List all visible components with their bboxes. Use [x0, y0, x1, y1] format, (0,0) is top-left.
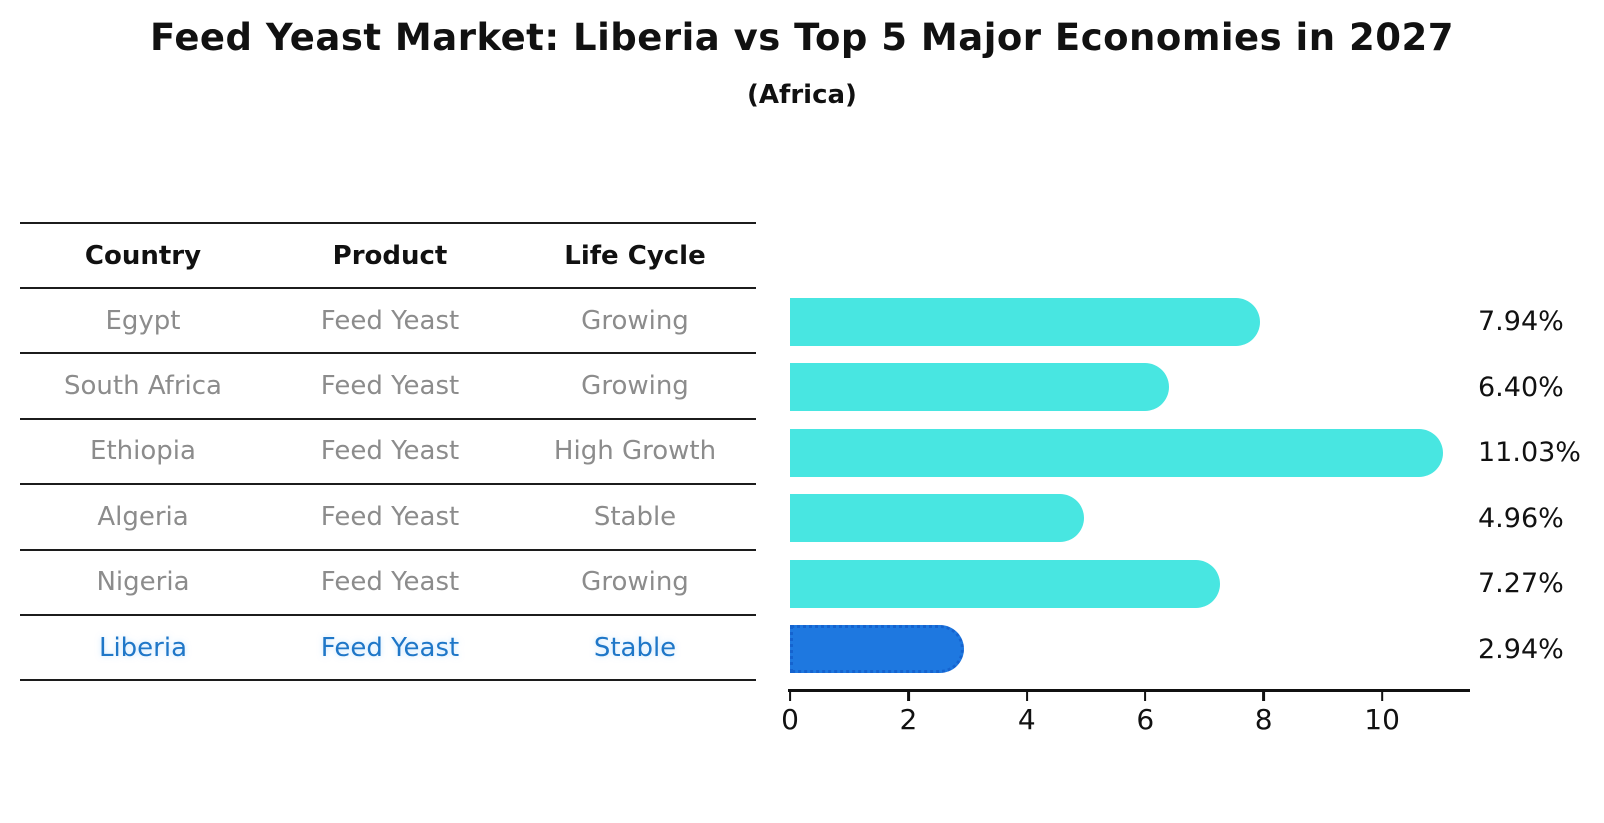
column-header-life-cycle: Life Cycle [564, 240, 706, 271]
x-axis-ticks: 0 2 4 6 8 10 [781, 692, 1468, 742]
column-header-product: Product [332, 240, 448, 271]
x-tick-6: 6 [1136, 692, 1154, 736]
table-row-nigeria: Nigeria Feed Yeast Growing [20, 551, 756, 616]
x-tick-0: 0 [781, 692, 799, 736]
cell-life-cycle: Growing [581, 305, 689, 336]
table-row-egypt: Egypt Feed Yeast Growing [20, 289, 756, 355]
bar-south-africa [790, 363, 1169, 411]
bar-ethiopia [790, 428, 1444, 477]
cell-life-cycle: Stable [593, 501, 677, 532]
table-row-ethiopia: Ethiopia Feed Yeast High Growth [20, 420, 756, 486]
x-tick-10: 10 [1364, 692, 1400, 736]
bar-row [790, 420, 1468, 486]
page-subtitle: (Africa) [747, 80, 857, 110]
value-label-south-africa: 6.40% [1478, 371, 1564, 403]
cell-life-cycle: Growing [581, 371, 689, 402]
table-row-algeria: Algeria Feed Yeast Stable [20, 485, 756, 551]
value-label-nigeria: 7.27% [1478, 568, 1564, 600]
table-row-liberia-highlighted: Liberia Feed Yeast Stable [20, 616, 756, 682]
bar-row [790, 551, 1468, 617]
table-row-south-africa: South Africa Feed Yeast Growing [20, 354, 756, 420]
bar-egypt [790, 297, 1261, 346]
cell-product: Feed Yeast [320, 371, 460, 402]
cell-country: South Africa [64, 371, 222, 402]
x-tick-8: 8 [1255, 692, 1273, 736]
tick-mark [1380, 692, 1384, 701]
bar-algeria [790, 494, 1084, 542]
value-label-algeria: 4.96% [1478, 502, 1564, 534]
cell-country: Ethiopia [90, 436, 196, 467]
x-tick-2: 2 [899, 692, 918, 736]
value-label-column: 7.94% 6.40% 11.03% 4.96% 7.27% 2.94% [1478, 289, 1604, 682]
bar-plot-area [790, 289, 1468, 682]
tick-mark [907, 692, 910, 701]
cell-country: Nigeria [96, 567, 190, 598]
cell-country: Algeria [97, 501, 189, 532]
cell-product: Feed Yeast [320, 567, 460, 598]
cell-country: Egypt [105, 305, 181, 336]
cell-product: Feed Yeast [320, 305, 460, 336]
tick-mark [1025, 692, 1029, 701]
bar-row [790, 617, 1468, 683]
x-axis-line [788, 689, 1470, 692]
tick-mark [788, 692, 792, 701]
table-header-row: Country Product Life Cycle [20, 222, 756, 289]
cell-product: Feed Yeast [320, 501, 460, 532]
cell-country: Liberia [98, 632, 188, 663]
tick-label: 4 [1017, 703, 1036, 736]
bar-row [790, 486, 1468, 552]
cell-product: Feed Yeast [320, 436, 460, 467]
value-label-egypt: 7.94% [1478, 306, 1564, 338]
tick-label: 6 [1136, 703, 1155, 736]
tick-mark [1262, 692, 1265, 701]
bar-nigeria [790, 559, 1221, 608]
cell-life-cycle: High Growth [553, 436, 717, 467]
value-label-ethiopia: 11.03% [1478, 437, 1581, 469]
cell-life-cycle: Growing [581, 567, 689, 598]
bar-row [790, 355, 1468, 421]
value-label-liberia: 2.94% [1478, 633, 1564, 665]
column-header-country: Country [84, 240, 202, 271]
x-tick-4: 4 [1018, 692, 1036, 736]
cell-product: Feed Yeast [320, 632, 460, 663]
tick-mark [1144, 692, 1147, 701]
tick-label: 10 [1364, 703, 1400, 736]
tick-label: 2 [899, 703, 918, 736]
bar-liberia-highlighted [790, 625, 965, 673]
bar-row [790, 289, 1468, 355]
tick-label: 0 [781, 703, 799, 736]
tick-label: 8 [1254, 703, 1273, 736]
country-table: Country Product Life Cycle Egypt Feed Ye… [20, 222, 756, 682]
page-title: Feed Yeast Market: Liberia vs Top 5 Majo… [150, 16, 1454, 59]
cell-life-cycle: Stable [593, 632, 677, 663]
